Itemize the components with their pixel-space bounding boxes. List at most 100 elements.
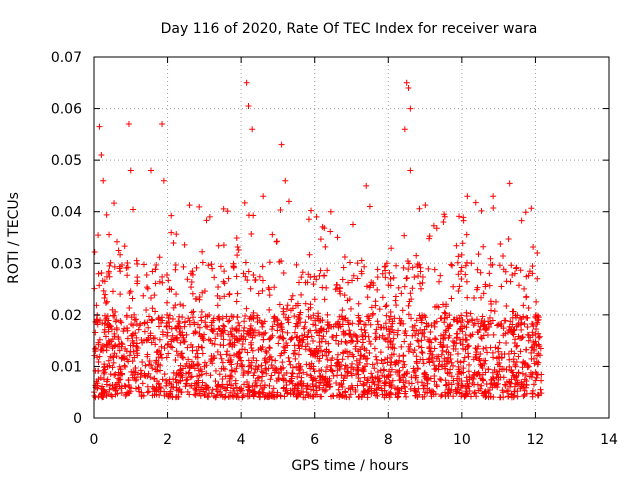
data-point: [173, 393, 180, 400]
data-point: [389, 377, 396, 384]
data-point: [359, 367, 366, 374]
data-point: [305, 313, 312, 320]
data-point: [526, 268, 533, 275]
data-point: [173, 231, 180, 238]
data-point: [298, 291, 305, 298]
data-point-peak: [401, 126, 408, 133]
data-point: [437, 341, 444, 348]
data-point: [94, 385, 101, 392]
data-point: [538, 390, 545, 397]
data-point: [405, 311, 412, 318]
data-point: [219, 393, 226, 400]
data-point: [233, 298, 240, 305]
data-point: [187, 321, 194, 328]
data-point-peak: [159, 121, 166, 128]
data-point: [215, 325, 222, 332]
data-point: [142, 362, 149, 369]
data-point: [227, 358, 234, 365]
data-point: [363, 283, 370, 290]
x-tick-labels: 0 2 4 6 8 10 12 14: [90, 432, 618, 448]
data-point: [475, 329, 482, 336]
data-point: [198, 333, 205, 340]
data-point: [327, 208, 334, 215]
data-point: [502, 268, 509, 275]
data-point: [314, 391, 321, 398]
data-point: [405, 266, 412, 273]
data-point: [164, 329, 171, 336]
data-point: [313, 327, 320, 334]
data-point: [155, 381, 162, 388]
data-point: [489, 374, 496, 381]
data-point: [283, 306, 290, 313]
data-point: [164, 332, 171, 339]
data-point: [439, 391, 446, 398]
data-point: [478, 207, 485, 214]
data-point: [381, 382, 388, 389]
data-point: [268, 372, 275, 379]
data-point: [183, 377, 190, 384]
data-point: [373, 326, 380, 333]
data-point: [176, 313, 183, 320]
data-point: [192, 353, 199, 360]
data-point: [265, 365, 272, 372]
data-point: [529, 263, 536, 270]
data-point: [333, 379, 340, 386]
data-point: [123, 314, 130, 321]
data-point: [414, 365, 421, 372]
data-point: [517, 267, 524, 274]
data-point: [259, 323, 266, 330]
data-point: [387, 308, 394, 315]
data-point: [202, 323, 209, 330]
data-point: [129, 295, 136, 302]
data-point: [216, 295, 223, 302]
data-point: [432, 366, 439, 373]
data-point: [480, 243, 487, 250]
data-point: [276, 301, 283, 308]
data-point: [144, 383, 151, 390]
data-point: [124, 259, 131, 266]
data-point: [350, 272, 357, 279]
data-point: [401, 283, 408, 290]
data-point: [102, 299, 109, 306]
data-point: [478, 335, 485, 342]
data-point: [377, 349, 384, 356]
data-point: [262, 329, 269, 336]
data-point: [340, 392, 347, 399]
data-point: [133, 257, 140, 264]
data-point: [521, 376, 528, 383]
data-point: [259, 263, 266, 270]
data-point: [113, 325, 120, 332]
data-point: [470, 322, 477, 329]
data-point: [306, 346, 313, 353]
data-point: [292, 382, 299, 389]
data-point: [511, 350, 518, 357]
data-point: [188, 284, 195, 291]
data-point: [421, 369, 428, 376]
data-point: [295, 279, 302, 286]
data-point: [335, 341, 342, 348]
data-point: [222, 373, 229, 380]
data-point: [275, 370, 282, 377]
data-point: [220, 242, 227, 249]
data-point: [296, 345, 303, 352]
data-point: [301, 331, 308, 338]
data-point: [304, 340, 311, 347]
data-point: [388, 358, 395, 365]
data-point: [177, 369, 184, 376]
data-point: [297, 380, 304, 387]
data-point: [486, 314, 493, 321]
data-point: [530, 244, 537, 251]
data-point: [113, 238, 120, 245]
data-point: [409, 332, 416, 339]
data-point: [348, 364, 355, 371]
data-point: [212, 378, 219, 385]
data-point-peak: [125, 121, 132, 128]
data-point: [221, 327, 228, 334]
data-point: [431, 335, 438, 342]
data-point: [217, 351, 224, 358]
data-point: [369, 379, 376, 386]
data-point: [133, 376, 140, 383]
data-point: [295, 351, 302, 358]
data-point: [387, 362, 394, 369]
data-point: [182, 383, 189, 390]
